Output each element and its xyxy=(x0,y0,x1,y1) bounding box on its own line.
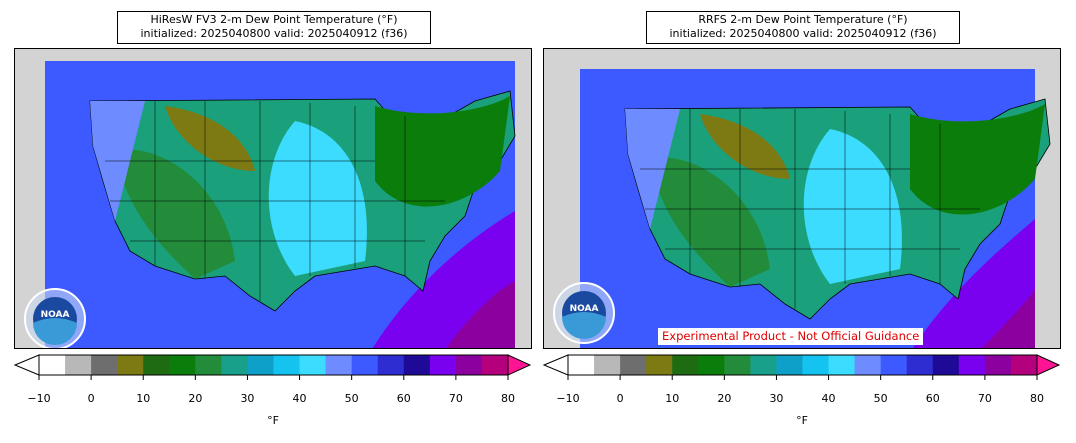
left-colorbar xyxy=(13,354,532,380)
colorbar-segment xyxy=(854,355,882,375)
right-colorbar-tick-label: 0 xyxy=(616,392,624,405)
left-colorbar-tick-label: 70 xyxy=(448,392,463,405)
right-map-panel: NOAA xyxy=(543,48,1061,349)
right-colorbar-tick-label: −10 xyxy=(556,392,580,405)
noaa-logo: NOAA xyxy=(24,288,86,348)
right-colorbar-tick-label: 40 xyxy=(821,392,836,405)
northwest-dry-air xyxy=(165,106,255,171)
right-title-line1: RRFS 2-m Dew Point Temperature (°F) xyxy=(698,13,908,26)
colorbar-under-arrow xyxy=(13,354,40,376)
colorbar-segment xyxy=(455,355,483,375)
right-colorbar-tick-label: 50 xyxy=(873,392,888,405)
right-title-line2: initialized: 2025040800 valid: 202504091… xyxy=(669,27,937,40)
left-colorbar-tick-label: 20 xyxy=(188,392,203,405)
plains-dry-air xyxy=(268,121,367,276)
colorbar-segment xyxy=(65,355,92,375)
right-colorbar-tick-label: 70 xyxy=(977,392,992,405)
colorbar-segment xyxy=(299,355,327,375)
colorbar-segment xyxy=(906,355,934,375)
state-boundaries xyxy=(640,109,980,309)
right-map: NOAA xyxy=(544,49,1060,348)
left-colorbar-tick-label: −10 xyxy=(27,392,51,405)
left-colorbar-tick-label: 50 xyxy=(344,392,359,405)
colorbar-under-arrow xyxy=(542,354,569,376)
colorbar-segment xyxy=(169,355,196,375)
left-map: NOAA xyxy=(15,49,531,348)
colorbar-segment xyxy=(221,355,248,375)
colorbar-segment xyxy=(351,355,379,375)
colorbar-segment xyxy=(117,355,144,375)
colorbar-segment xyxy=(91,355,118,375)
noaa-logo-text: NOAA xyxy=(570,304,599,314)
colorbar-segment xyxy=(802,355,830,375)
colorbar-over-arrow xyxy=(1036,354,1061,376)
colorbar-over-arrow xyxy=(507,354,532,376)
colorbar-segment xyxy=(750,355,777,375)
colorbar-segment xyxy=(672,355,699,375)
experimental-banner: Experimental Product - Not Official Guid… xyxy=(658,328,924,345)
colorbar-segment xyxy=(776,355,803,375)
colorbar-segment xyxy=(646,355,673,375)
colorbar-segment xyxy=(273,355,301,375)
right-panel-title: RRFS 2-m Dew Point Temperature (°F) init… xyxy=(646,11,960,44)
colorbar-segment xyxy=(481,355,509,375)
colorbar-segment xyxy=(620,355,647,375)
left-colorbar-tick-label: 10 xyxy=(136,392,151,405)
right-colorbar xyxy=(542,354,1061,380)
colorbar-segment xyxy=(568,355,595,375)
colorbar-segment xyxy=(429,355,457,375)
colorbar-segment xyxy=(724,355,751,375)
left-colorbar-tick-label: 80 xyxy=(501,392,515,405)
state-boundaries xyxy=(105,101,445,301)
plains-dry-air xyxy=(803,129,902,284)
left-colorbar-tick-label: 40 xyxy=(292,392,307,405)
colorbar-segment xyxy=(880,355,908,375)
right-colorbar-tick-label: 80 xyxy=(1030,392,1044,405)
colorbar-segment xyxy=(325,355,353,375)
left-title-line2: initialized: 2025040800 valid: 202504091… xyxy=(140,27,408,40)
colorbar-segment xyxy=(377,355,405,375)
gulf-moisture xyxy=(913,219,1035,348)
colorbar-segment xyxy=(828,355,856,375)
colorbar-segment xyxy=(698,355,725,375)
colorbar-segment xyxy=(247,355,274,375)
noaa-logo: NOAA xyxy=(553,282,615,344)
left-title-line1: HiResW FV3 2-m Dew Point Temperature (°F… xyxy=(150,13,398,26)
tropical-moisture xyxy=(981,289,1035,348)
colorbar-segment xyxy=(984,355,1012,375)
colorbar-segment xyxy=(143,355,170,375)
northeast-moist-air xyxy=(375,96,510,207)
right-colorbar-tick-label: 20 xyxy=(717,392,732,405)
right-colorbar-tick-label: 60 xyxy=(925,392,940,405)
colorbar-segment xyxy=(39,355,66,375)
right-colorbar-tick-label: 30 xyxy=(769,392,784,405)
noaa-logo-text: NOAA xyxy=(41,310,70,320)
colorbar-segment xyxy=(1010,355,1038,375)
left-colorbar-tick-label: 60 xyxy=(396,392,411,405)
left-colorbar-units: °F xyxy=(267,414,279,427)
right-colorbar-tick-label: 10 xyxy=(665,392,680,405)
colorbar-frame xyxy=(567,354,1038,376)
left-panel-title: HiResW FV3 2-m Dew Point Temperature (°F… xyxy=(117,11,431,44)
colorbar-segment xyxy=(932,355,960,375)
colorbar-segment xyxy=(958,355,986,375)
northeast-moist-air xyxy=(910,104,1045,215)
left-colorbar-tick-label: 0 xyxy=(87,392,95,405)
left-map-panel: NOAA xyxy=(14,48,532,349)
colorbar-segment xyxy=(594,355,621,375)
northwest-dry-air xyxy=(700,114,790,179)
colorbar-frame xyxy=(38,354,509,376)
colorbar-segment xyxy=(403,355,431,375)
colorbar-segment xyxy=(195,355,222,375)
right-colorbar-units: °F xyxy=(796,414,808,427)
left-colorbar-tick-label: 30 xyxy=(240,392,255,405)
tropical-moisture xyxy=(446,281,515,348)
